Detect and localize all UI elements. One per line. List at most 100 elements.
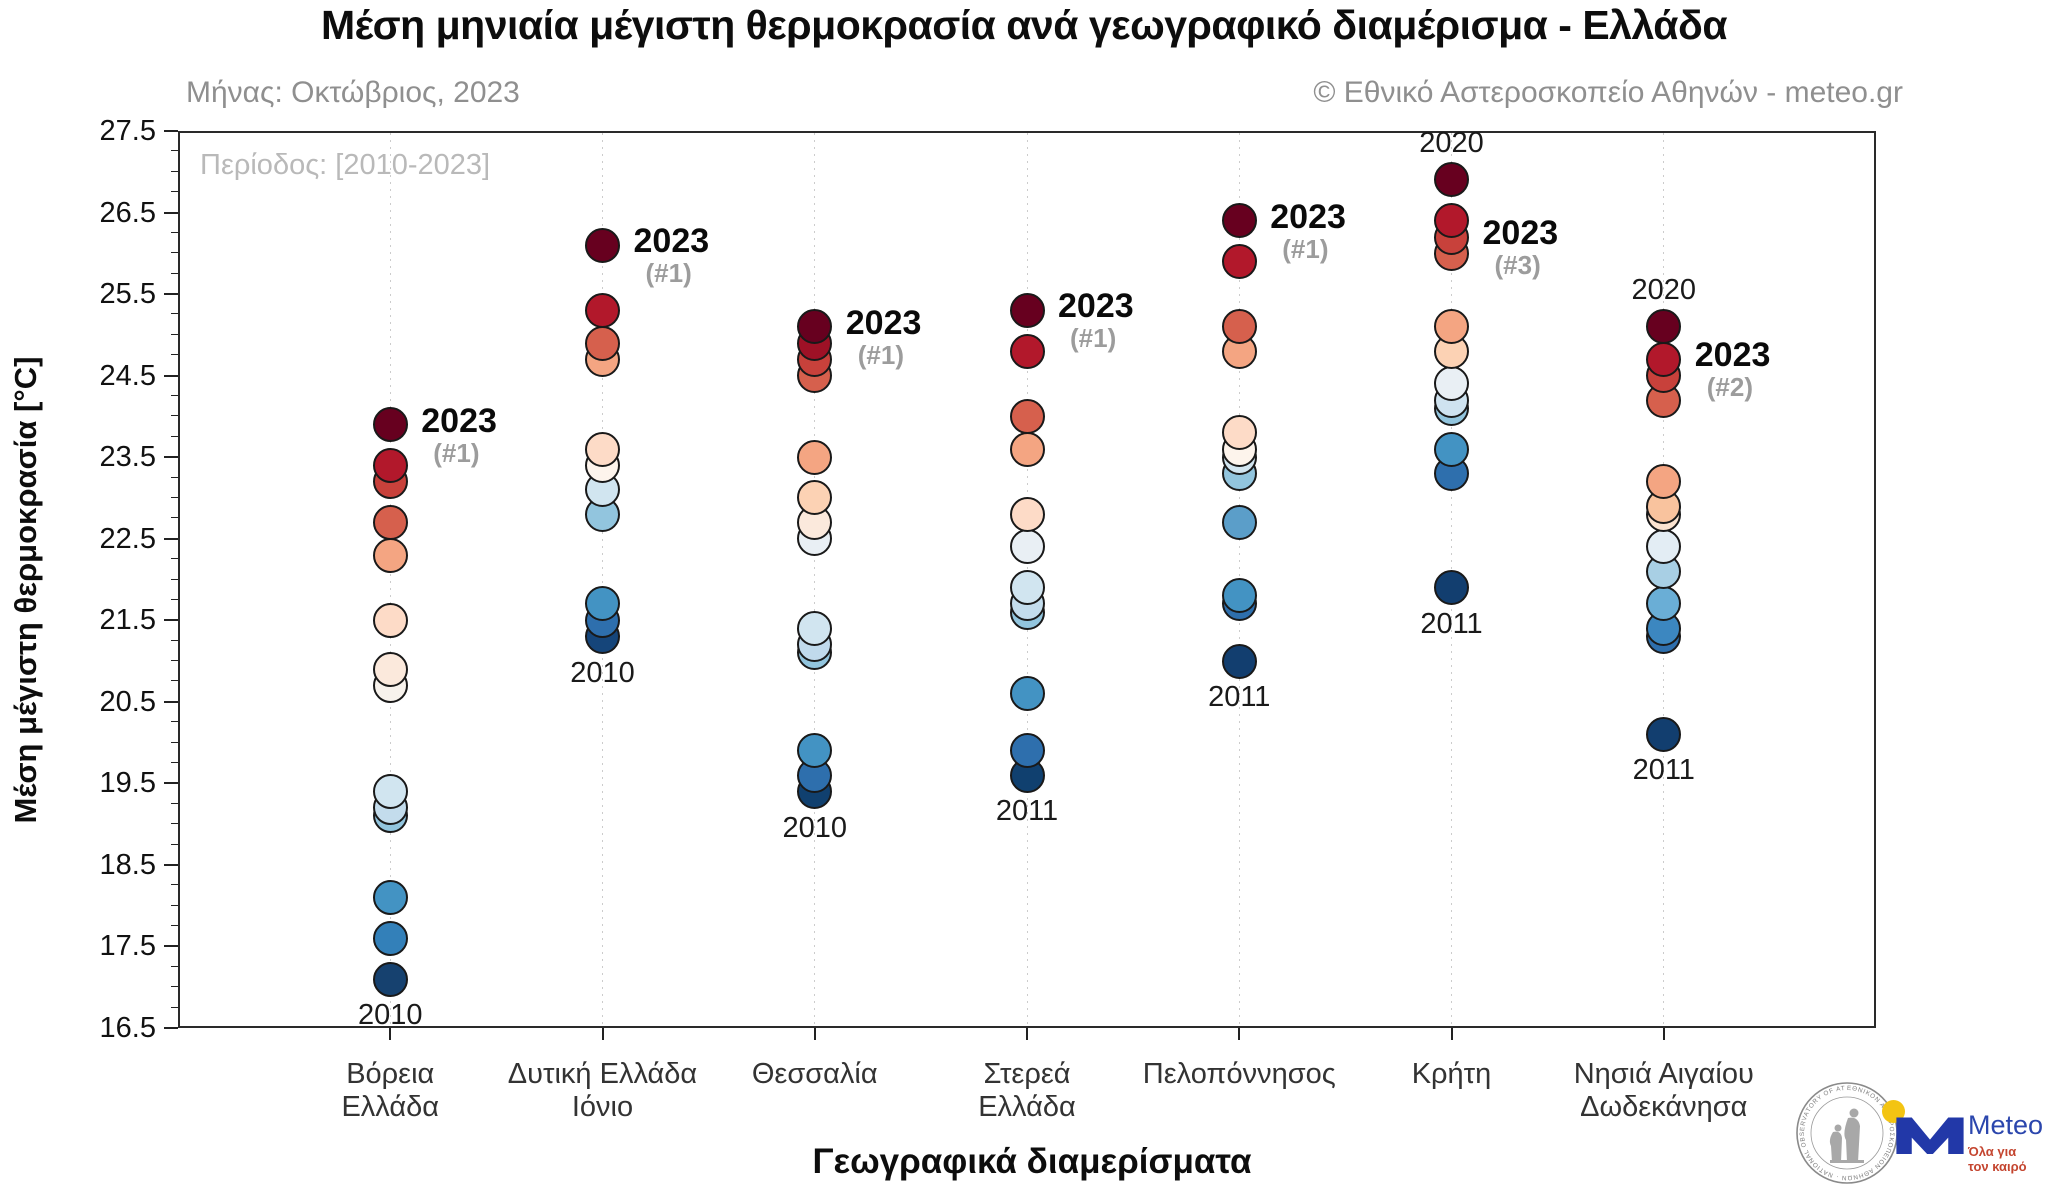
subtitle-month: Μήνας: Οκτώβριος, 2023 [186, 76, 520, 109]
x-tick [1662, 1028, 1665, 1040]
y-minor-tick [171, 476, 178, 478]
y-tick-label: 26.5 [99, 196, 156, 229]
x-axis-title: Γεωγραφικά διαμερίσματα [812, 1142, 1252, 1181]
y-major-tick [164, 374, 178, 377]
y-major-tick [164, 456, 178, 459]
subtitle-copyright: © Εθνικό Αστεροσκοπείο Αθηνών - meteo.gr [1313, 76, 1903, 109]
y-minor-tick [171, 252, 178, 254]
y-tick-label: 23.5 [99, 441, 156, 474]
y-major-tick [164, 863, 178, 866]
y-minor-tick [171, 191, 178, 193]
y-minor-tick [171, 333, 178, 335]
x-category-label-line: Βόρεια [346, 1058, 435, 1090]
x-tick [1450, 1028, 1453, 1040]
y-minor-tick [171, 415, 178, 417]
x-category-label-line: Δυτική Ελλάδα [507, 1058, 698, 1090]
y-minor-tick [171, 435, 178, 437]
seal-inner-ring [1810, 1096, 1884, 1170]
x-category-label: Πελοπόννησος [1089, 1058, 1389, 1091]
y-tick-label: 17.5 [99, 930, 156, 963]
x-tick [813, 1028, 816, 1040]
y-minor-tick [171, 761, 178, 763]
noa-seal-logo: ΕΘΝΙΚΟΝ ΑΣΤΕΡΟΣΚΟΠΕΙΟΝ ΑΘΗΝΩΝ · NATIONAL… [1794, 1080, 1898, 1184]
y-minor-tick [171, 925, 178, 927]
y-minor-tick [171, 904, 178, 906]
y-minor-tick [171, 721, 178, 723]
x-category-label: Νησιά Αιγαίου Δωδεκάνησα [1514, 1058, 1814, 1124]
x-category-label: Θεσσαλία [665, 1058, 965, 1091]
y-minor-tick [171, 680, 178, 682]
y-minor-tick [171, 496, 178, 498]
y-tick-label: 21.5 [99, 604, 156, 637]
y-tick-label: 27.5 [99, 115, 156, 147]
y-minor-tick [171, 517, 178, 519]
y-minor-tick [171, 884, 178, 886]
y-minor-tick [171, 823, 178, 825]
y-major-tick [164, 130, 178, 132]
y-major-tick [164, 782, 178, 785]
y-minor-tick [171, 272, 178, 274]
meteo-tagline-line2: τον καιρό [1968, 1159, 2027, 1174]
y-minor-tick [171, 741, 178, 743]
y-minor-tick [171, 558, 178, 560]
y-minor-tick [171, 231, 178, 233]
x-category-label-line: Στερεά [983, 1058, 1071, 1090]
y-minor-tick [171, 354, 178, 356]
x-category-label-line: Πελοπόννησος [1142, 1058, 1336, 1090]
y-tick-label: 20.5 [99, 685, 156, 718]
seal-engraving-figures [1829, 1108, 1864, 1163]
y-minor-tick [171, 150, 178, 152]
y-major-tick [164, 537, 178, 540]
x-category-label-line: Ελλάδα [341, 1091, 440, 1123]
x-category-label: Στερεά Ελλάδα [877, 1058, 1177, 1124]
y-tick-label: 16.5 [99, 1012, 156, 1044]
y-axis-title: Μέση μέγιστη θερμοκρασία [°C] [8, 356, 43, 824]
y-tick-label: 22.5 [99, 522, 156, 555]
meteo-tagline-line1: Όλα για [1968, 1144, 2017, 1159]
x-tick [601, 1028, 604, 1040]
x-category-label-line: Θεσσαλία [751, 1058, 878, 1090]
y-minor-tick [171, 578, 178, 580]
plot-area: Περίοδος: [2010-2023] [178, 131, 1876, 1028]
period-note: Περίοδος: [2010-2023] [200, 149, 491, 181]
y-minor-tick [171, 802, 178, 804]
x-tick [1238, 1028, 1241, 1040]
y-major-tick [164, 293, 178, 296]
y-minor-tick [171, 313, 178, 315]
x-category-label-line: Κρήτη [1411, 1058, 1492, 1090]
x-category-label: Δυτική Ελλάδα Ιόνιο [453, 1058, 753, 1124]
x-category-label: Βόρεια Ελλάδα [240, 1058, 540, 1124]
y-major-tick [164, 1027, 178, 1029]
meteo-tagline: Όλα για τον καιρό [1968, 1144, 2027, 1174]
x-tick [389, 1028, 392, 1040]
x-tick [1026, 1028, 1028, 1040]
y-major-tick [164, 945, 178, 948]
x-category-label-line: Ιόνιο [571, 1091, 634, 1123]
meteo-m-icon [1896, 1117, 1964, 1154]
y-major-tick [164, 700, 178, 703]
chart-title: Μέση μηνιαία μέγιστη θερμοκρασία ανά γεω… [320, 2, 1728, 48]
x-category-label-line: Ελλάδα [978, 1091, 1076, 1123]
y-major-tick [164, 211, 178, 214]
meteo-logo: Meteo Όλα για τον καιρό [1876, 1094, 2048, 1178]
y-minor-tick [171, 395, 178, 397]
y-major-tick [164, 619, 178, 622]
y-minor-tick [171, 660, 178, 662]
y-minor-tick [171, 1006, 178, 1008]
y-tick-label: 18.5 [99, 848, 156, 881]
meteo-brand-text: Meteo [1968, 1110, 2044, 1140]
y-minor-tick [171, 843, 178, 845]
y-minor-tick [171, 986, 178, 988]
y-minor-tick [171, 965, 178, 967]
y-minor-tick [171, 598, 178, 600]
x-category-label-line: Δωδεκάνησα [1580, 1091, 1748, 1123]
meteo-dot-icon [1882, 1100, 1905, 1123]
x-category-label: Κρήτη [1302, 1058, 1602, 1091]
y-tick-label: 25.5 [99, 278, 156, 311]
y-minor-tick [171, 639, 178, 641]
y-tick-label: 19.5 [99, 767, 156, 800]
y-minor-tick [171, 170, 178, 172]
x-category-label-line: Νησιά Αιγαίου [1573, 1058, 1754, 1090]
y-tick-label: 24.5 [99, 359, 156, 392]
